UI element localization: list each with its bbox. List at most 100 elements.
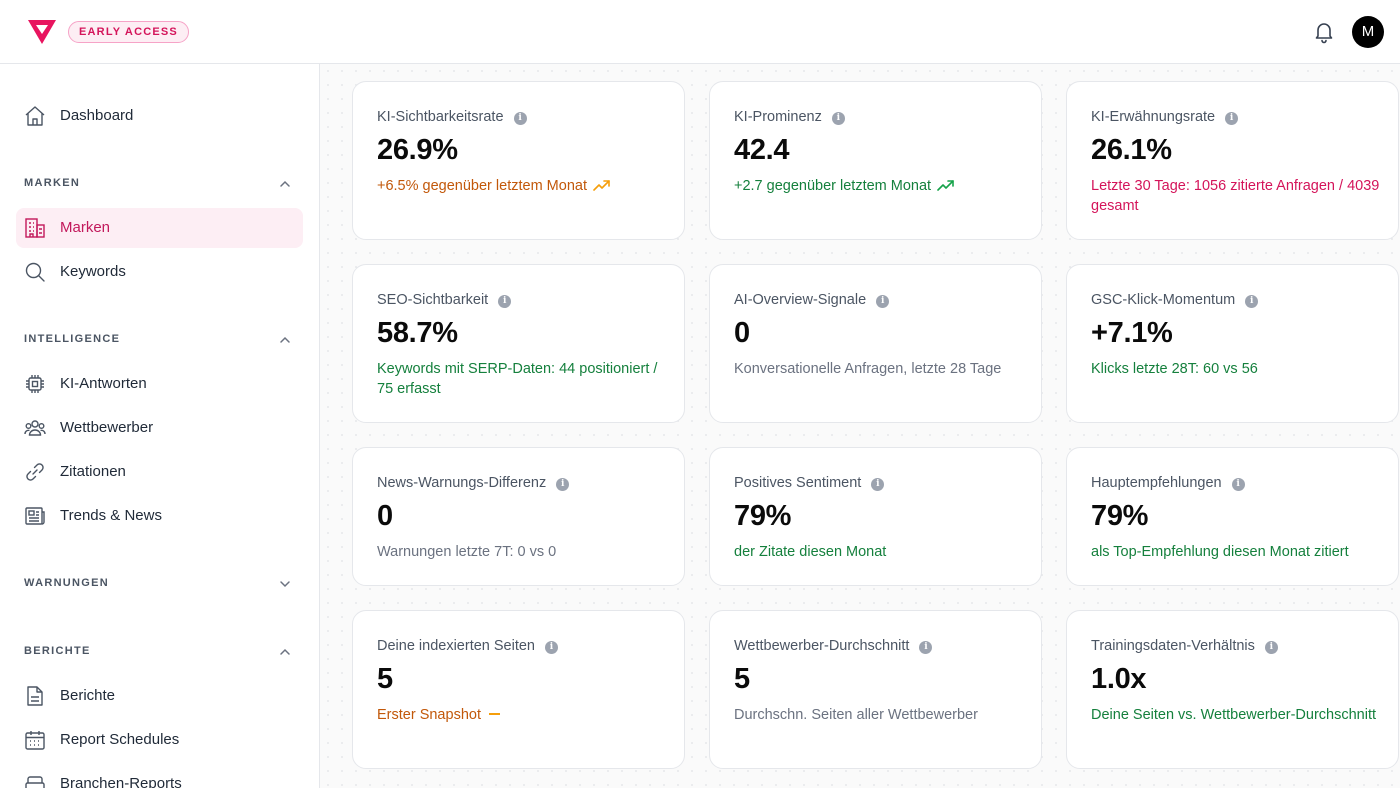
metric-value: 26.1% — [1091, 134, 1172, 166]
metric-value: 58.7% — [377, 317, 458, 349]
home-icon — [25, 106, 45, 126]
metric-subtext: Konversationelle Anfragen, letzte 28 Tag… — [734, 361, 1002, 377]
metric-subtext: +2.7 gegenüber letztem Monat — [734, 176, 1024, 196]
sidebar-item-label: Report Schedules — [60, 731, 180, 748]
metric-card: SEO-Sichtbarkeit i 58.7% Keywords mit SER… — [352, 264, 685, 423]
section-label: INTELLIGENCE — [24, 333, 121, 345]
info-icon[interactable]: i — [1231, 478, 1245, 491]
metric-title-text: Hauptempfehlungen — [1091, 475, 1222, 491]
stack-icon — [25, 776, 45, 788]
section-label: WARNUNGEN — [24, 577, 110, 589]
chevron-up-icon — [280, 336, 290, 343]
sidebar-item-label: Berichte — [60, 687, 116, 704]
section-toggle-warnungen[interactable]: WARNUNGEN — [24, 574, 296, 594]
sidebar-item-keywords[interactable]: Keywords — [16, 252, 303, 292]
metric-subtext-text: +6.5% gegenüber letztem Monat — [377, 178, 587, 194]
metric-subtext: der Zitate diesen Monat — [734, 544, 887, 560]
metric-value: 5 — [377, 663, 393, 695]
metric-title-text: Wettbewerber-Durchschnitt — [734, 638, 910, 654]
sidebar-item-marken[interactable]: Marken — [16, 208, 303, 248]
metric-card: AI-Overview-Signale i 0 Konversationelle … — [709, 264, 1042, 423]
metric-value: 42.4 — [734, 134, 790, 166]
users-group-icon — [24, 420, 46, 436]
trend-up-icon — [593, 180, 610, 191]
metric-title-text: News-Warnungs-Differenz — [377, 475, 547, 491]
chevron-down-icon — [280, 581, 290, 588]
info-icon[interactable]: i — [1245, 295, 1259, 308]
info-icon[interactable]: i — [545, 641, 558, 654]
info-icon[interactable]: i — [831, 112, 845, 125]
metric-title: Hauptempfehlungen i — [1091, 475, 1245, 491]
section-toggle-intelligence[interactable]: INTELLIGENCE — [24, 330, 296, 350]
info-icon[interactable]: i — [876, 295, 890, 308]
notifications-bell-icon[interactable] — [1312, 20, 1336, 44]
section-toggle-marken[interactable]: MARKEN — [24, 174, 296, 194]
metric-value: 79% — [1091, 500, 1149, 532]
building-icon — [25, 218, 45, 238]
metric-title: Wettbewerber-Durchschnitt i — [734, 638, 933, 654]
user-avatar[interactable]: M — [1352, 16, 1384, 48]
metric-subtext: Klicks letzte 28T: 60 vs 56 — [1091, 361, 1258, 377]
trend-up-icon — [937, 180, 954, 191]
metric-card: Deine indexierten Seiten i 5 Erster Snaps… — [352, 610, 685, 769]
sidebar-item-trends-news[interactable]: Trends & News — [16, 496, 303, 536]
section-label: BERICHTE — [24, 645, 91, 657]
sidebar-item-label: Wettbewerber — [60, 419, 154, 436]
sidebar-item-dashboard[interactable]: Dashboard — [16, 96, 303, 136]
metric-subtext: Letzte 30 Tage: 1056 zitierte Anfragen /… — [1091, 178, 1380, 214]
sidebar-item-report-schedules[interactable]: Report Schedules — [16, 720, 303, 760]
metric-value: 26.9% — [377, 134, 458, 166]
info-icon[interactable]: i — [1264, 641, 1278, 654]
metric-subtext: +6.5% gegenüber letztem Monat — [377, 176, 667, 196]
metric-card: Wettbewerber-Durchschnitt i 5 Durchschn. … — [709, 610, 1042, 769]
metric-card: KI-Erwähnungsrate i 26.1% Letzte 30 Tage:… — [1066, 81, 1399, 240]
metric-subtext: Warnungen letzte 7T: 0 vs 0 — [377, 544, 557, 560]
chevron-up-icon — [280, 648, 290, 655]
section-toggle-berichte[interactable]: BERICHTE — [24, 642, 296, 662]
info-icon[interactable]: i — [498, 295, 512, 308]
sidebar-item-label: Keywords — [60, 263, 126, 280]
metric-card: Trainingsdaten-Verhältnis i 1.0x Deine Se… — [1066, 610, 1399, 769]
dash-icon — [488, 713, 500, 715]
metric-title: KI-Erwähnungsrate i — [1091, 109, 1239, 125]
metric-value: 79% — [734, 500, 792, 532]
metrics-grid: KI-Sichtbarkeitsrate i 26.9% +6.5% gegenü… — [321, 64, 1400, 788]
sidebar-item-label: Dashboard — [60, 107, 134, 124]
info-icon[interactable]: i — [556, 478, 570, 491]
metric-title-text: GSC-Klick-Momentum — [1091, 292, 1236, 308]
metric-title: KI-Sichtbarkeitsrate i — [377, 109, 527, 125]
metric-subtext-text: +2.7 gegenüber letztem Monat — [734, 178, 932, 194]
metric-value: 0 — [734, 317, 750, 349]
metric-title-text: Deine indexierten Seiten — [377, 638, 535, 654]
info-icon[interactable]: i — [513, 112, 527, 125]
metric-title: News-Warnungs-Differenz i — [377, 475, 570, 491]
brand-logo-icon[interactable] — [28, 20, 56, 44]
metric-title: KI-Prominenz i — [734, 109, 845, 125]
metric-subtext: Keywords mit SERP-Daten: 44 positioniert… — [377, 361, 658, 397]
sidebar-item-berichte[interactable]: Berichte — [16, 676, 303, 716]
sidebar-item-label: Zitationen — [60, 463, 126, 480]
metric-card: Hauptempfehlungen i 79% als Top-Empfehlun… — [1066, 447, 1399, 586]
sidebar-item-zitationen[interactable]: Zitationen — [16, 452, 303, 492]
sidebar: Dashboard MARKEN Marken Keywords INTELLI… — [0, 64, 320, 788]
metric-title-text: SEO-Sichtbarkeit — [377, 292, 489, 308]
info-icon[interactable]: i — [919, 641, 933, 654]
early-access-badge: EARLY ACCESS — [68, 21, 189, 43]
newspaper-icon — [25, 507, 45, 525]
info-icon[interactable]: i — [1225, 112, 1239, 125]
metric-title-text: Trainingsdaten-Verhältnis — [1091, 638, 1255, 654]
metric-title-text: Positives Sentiment — [734, 475, 862, 491]
metric-title-text: KI-Erwähnungsrate — [1091, 109, 1216, 125]
sidebar-item-branchen-reports[interactable]: Branchen-Reports — [16, 764, 303, 788]
metric-card: KI-Prominenz i 42.4 +2.7 gegenüber letzte… — [709, 81, 1042, 240]
sidebar-item-wettbewerber[interactable]: Wettbewerber — [16, 408, 303, 448]
metric-value: +7.1% — [1091, 317, 1173, 349]
document-icon — [27, 686, 43, 706]
metric-subtext: als Top-Empfehlung diesen Monat zitiert — [1091, 544, 1349, 560]
sidebar-item-label: Branchen-Reports — [60, 775, 182, 788]
info-icon[interactable]: i — [871, 478, 885, 491]
chevron-up-icon — [280, 180, 290, 187]
metric-title: SEO-Sichtbarkeit i — [377, 292, 512, 308]
sidebar-item-ki-antworten[interactable]: KI-Antworten — [16, 364, 303, 404]
metric-subtext-text: Erster Snapshot — [377, 707, 481, 723]
